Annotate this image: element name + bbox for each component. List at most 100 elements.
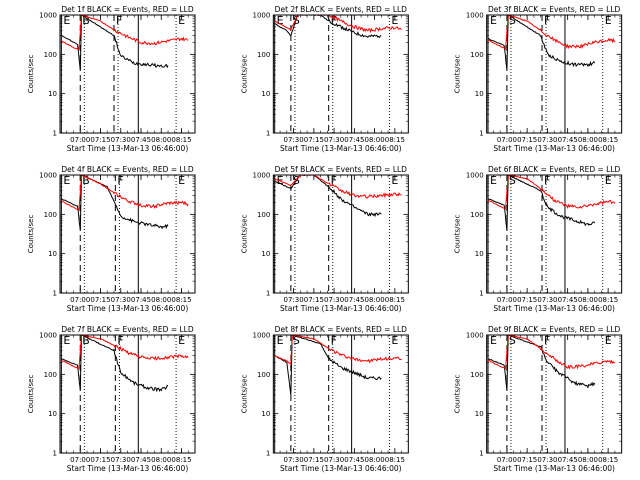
chart-title: Det 1f BLACK = Events, RED = LLD (61, 5, 194, 14)
x-tick-label: 07:15 (90, 136, 110, 144)
x-tick-label: 07:30 (111, 136, 131, 144)
x-tick-label: 08:00 (578, 136, 598, 144)
marker-label: S (293, 334, 300, 347)
x-tick-label: 07:30 (283, 296, 303, 304)
x-tick-label: 07:30 (537, 296, 557, 304)
plot-frame (272, 174, 409, 294)
events-series-line (274, 335, 382, 395)
y-axis-label: Counts/sec (454, 55, 462, 94)
y-tick-label: 1000 (466, 12, 484, 20)
x-tick-label: 08:00 (364, 456, 384, 464)
y-tick-label: 100 (470, 51, 483, 59)
chart-title: Det 6f BLACK = Events, RED = LLD (488, 165, 621, 174)
marker-label: E (178, 174, 185, 187)
x-axis-label: Start Time (13-Mar-13 06:46:00) (67, 144, 189, 153)
lld-series-line (274, 335, 402, 366)
chart-title: Det 9f BLACK = Events, RED = LLD (488, 325, 621, 334)
x-tick-label: 07:30 (537, 136, 557, 144)
plot-frame (486, 14, 623, 134)
marker-label: S (509, 14, 516, 27)
chart-title: Det 5f BLACK = Events, RED = LLD (275, 165, 408, 174)
chart-title: Det 7f BLACK = Events, RED = LLD (61, 325, 194, 334)
y-tick-label: 10 (48, 90, 57, 98)
x-tick-label: 08:00 (364, 136, 384, 144)
x-tick-label: 07:45 (558, 136, 578, 144)
x-tick-label: 08:15 (171, 136, 191, 144)
marker-label: E (63, 334, 70, 347)
chart-panel-9: Det 9f BLACK = Events, RED = LLD Counts/s… (454, 325, 623, 473)
lld-series-line (274, 15, 402, 34)
marker-label: E (178, 14, 185, 27)
x-tick-label: 07:00 (70, 456, 90, 464)
y-tick-label: 10 (475, 250, 484, 258)
plot-frame (59, 14, 196, 134)
x-axis-label: Start Time (13-Mar-13 06:46:00) (280, 144, 402, 153)
events-series-line (61, 175, 169, 230)
y-tick-label: 1000 (39, 172, 57, 180)
marker-label: E (277, 174, 284, 187)
marker-label: E (605, 334, 612, 347)
marker-label: E (490, 14, 497, 27)
x-tick-label: 07:45 (131, 296, 151, 304)
x-tick-label: 07:45 (344, 456, 364, 464)
chart-panel-5: Det 5f BLACK = Events, RED = LLD Counts/s… (240, 165, 409, 313)
y-tick-label: 1 (266, 290, 270, 298)
x-tick-label: 07:30 (324, 456, 344, 464)
marker-label: E (605, 174, 612, 187)
marker-label: S (509, 334, 516, 347)
marker-label: F (544, 334, 550, 347)
marker-label: B (82, 14, 90, 27)
y-tick-label: 1000 (466, 172, 484, 180)
events-series-line (61, 335, 169, 393)
y-tick-label: 1000 (253, 172, 271, 180)
y-tick-label: 100 (257, 51, 270, 59)
x-tick-label: 07:30 (111, 456, 131, 464)
x-tick-label: 08:00 (151, 456, 171, 464)
x-tick-label: 07:45 (131, 456, 151, 464)
events-series-line (487, 15, 596, 70)
y-axis-label: Counts/sec (27, 55, 35, 94)
y-tick-label: 100 (470, 371, 483, 379)
x-tick-label: 07:45 (344, 296, 364, 304)
marker-label: E (277, 334, 284, 347)
y-tick-label: 1000 (253, 332, 271, 340)
x-tick-label: 07:45 (131, 136, 151, 144)
x-axis-label: Start Time (13-Mar-13 06:46:00) (493, 304, 615, 313)
x-tick-label: 07:00 (497, 296, 517, 304)
x-tick-label: 07:30 (537, 456, 557, 464)
y-tick-label: 100 (470, 211, 483, 219)
y-tick-label: 1 (53, 450, 57, 458)
marker-label: E (277, 14, 284, 27)
chart-panel-4: Det 4f BLACK = Events, RED = LLD Counts/s… (27, 165, 196, 313)
marker-label: E (63, 14, 70, 27)
y-tick-label: 10 (475, 90, 484, 98)
x-tick-label: 07:00 (70, 136, 90, 144)
plot-frame (272, 14, 409, 134)
x-tick-label: 08:00 (364, 296, 384, 304)
x-tick-label: 08:00 (151, 296, 171, 304)
marker-label: F (117, 174, 123, 187)
y-tick-label: 1 (479, 130, 483, 138)
x-axis-label: Start Time (13-Mar-13 06:46:00) (280, 304, 402, 313)
y-tick-label: 10 (475, 410, 484, 418)
marker-label: E (178, 334, 185, 347)
chart-title: Det 3f BLACK = Events, RED = LLD (488, 5, 621, 14)
events-series-line (487, 175, 596, 231)
x-tick-label: 08:15 (171, 296, 191, 304)
y-tick-label: 1000 (39, 12, 57, 20)
events-series-line (61, 15, 169, 71)
y-tick-label: 10 (261, 250, 270, 258)
y-tick-label: 100 (44, 51, 57, 59)
chart-title: Det 8f BLACK = Events, RED = LLD (275, 325, 408, 334)
x-tick-label: 07:30 (324, 136, 344, 144)
events-series-line (274, 175, 382, 218)
chart-panel-1: Det 1f BLACK = Events, RED = LLD Counts/s… (27, 5, 196, 153)
x-axis-label: Start Time (13-Mar-13 06:46:00) (67, 464, 189, 473)
x-tick-label: 08:15 (598, 456, 618, 464)
y-tick-label: 1 (53, 130, 57, 138)
events-series-line (488, 335, 596, 391)
marker-label: E (63, 174, 70, 187)
x-tick-label: 07:15 (90, 456, 110, 464)
x-tick-label: 07:15 (304, 136, 324, 144)
marker-label: F (544, 174, 550, 187)
